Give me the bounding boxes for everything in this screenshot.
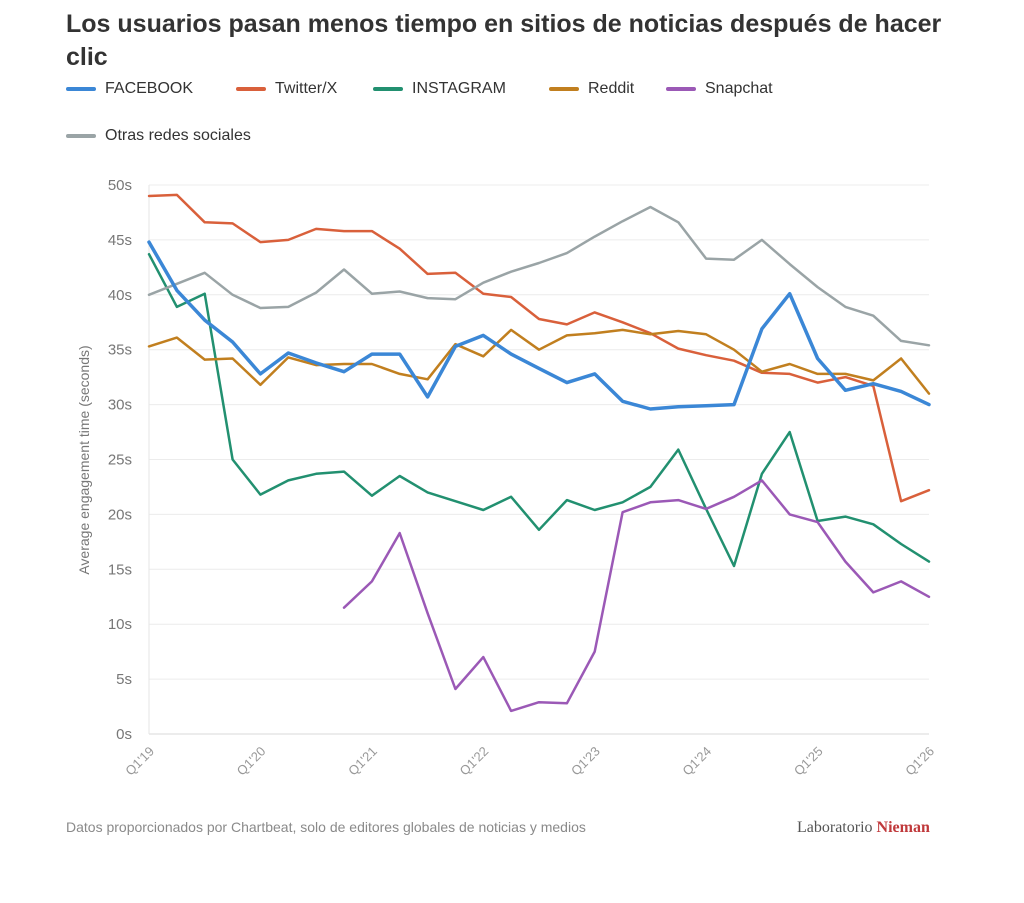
legend-item-facebook[interactable]: FACEBOOK [66, 80, 193, 98]
y-axis-label: Average engagement time (seconds) [76, 345, 92, 574]
y-tick-label: 5s [116, 671, 132, 688]
brand-accent: Nieman [876, 819, 930, 836]
y-axis-ticks: 0s 5s 10s 15s 20s 25s 30s 35s 40s 45s 50s [108, 177, 132, 743]
legend-label: FACEBOOK [105, 80, 194, 97]
series-line-instagram[interactable] [147, 252, 931, 568]
y-tick-label: 45s [108, 232, 132, 249]
legend-item-instagram[interactable]: INSTAGRAM [373, 80, 506, 98]
x-axis-ticks: Q1'19 Q1'20 Q1'21 Q1'22 Q1'23 Q1'24 Q1'25 Q1'26 [122, 744, 937, 779]
legend-swatch-reddit [549, 87, 579, 91]
y-tick-label: 0s [116, 726, 132, 743]
y-tick-label: 40s [108, 287, 132, 304]
brand-logo: Laboratorio Nieman [797, 819, 930, 837]
x-tick-label: Q1'23 [568, 744, 603, 779]
legend-swatch-twitter [236, 87, 266, 91]
series-line-snapchat[interactable] [342, 479, 931, 713]
x-tick-label: Q1'22 [457, 744, 492, 779]
x-tick-label: Q1'24 [679, 744, 714, 779]
series-line-facebook[interactable] [147, 240, 931, 411]
legend-item-otras-redes[interactable]: Otras redes sociales [66, 127, 251, 145]
legend-label: Otras redes sociales [105, 127, 251, 144]
legend-label: Twitter/X [275, 80, 338, 97]
legend-label: INSTAGRAM [412, 80, 506, 97]
y-tick-label: 30s [108, 397, 132, 414]
brand-prefix: Laboratorio [797, 819, 873, 836]
x-tick-label: Q1'26 [902, 744, 937, 779]
y-tick-label: 35s [108, 342, 132, 359]
legend-label: Reddit [588, 80, 635, 97]
legend-label: Snapchat [705, 80, 773, 97]
series-line-otras-redes-sociales[interactable] [147, 205, 931, 347]
y-tick-label: 20s [108, 506, 132, 523]
legend-item-snapchat[interactable]: Snapchat [666, 80, 773, 98]
chart-title: Los usuarios pasan menos tiempo en sitio… [66, 10, 942, 71]
x-tick-label: Q1'25 [791, 744, 826, 779]
y-tick-label: 15s [108, 561, 132, 578]
legend-swatch-otras-redes [66, 134, 96, 138]
source-note: Datos proporcionados por Chartbeat, solo… [66, 819, 586, 835]
legend-item-reddit[interactable]: Reddit [549, 80, 634, 98]
series-line-reddit[interactable] [147, 328, 931, 395]
legend-swatch-instagram [373, 87, 403, 91]
x-tick-label: Q1'21 [345, 744, 380, 779]
y-tick-label: 10s [108, 616, 132, 633]
legend-swatch-snapchat [666, 87, 696, 91]
gridlines [148, 184, 929, 735]
series-line-twitter-x[interactable] [147, 193, 931, 503]
series-lines [147, 193, 931, 713]
legend-swatch-facebook [66, 87, 96, 91]
x-tick-label: Q1'20 [234, 744, 269, 779]
y-tick-label: 25s [108, 452, 132, 469]
legend-item-twitter[interactable]: Twitter/X [236, 80, 337, 98]
y-tick-label: 50s [108, 177, 132, 194]
x-tick-label: Q1'19 [122, 744, 157, 779]
